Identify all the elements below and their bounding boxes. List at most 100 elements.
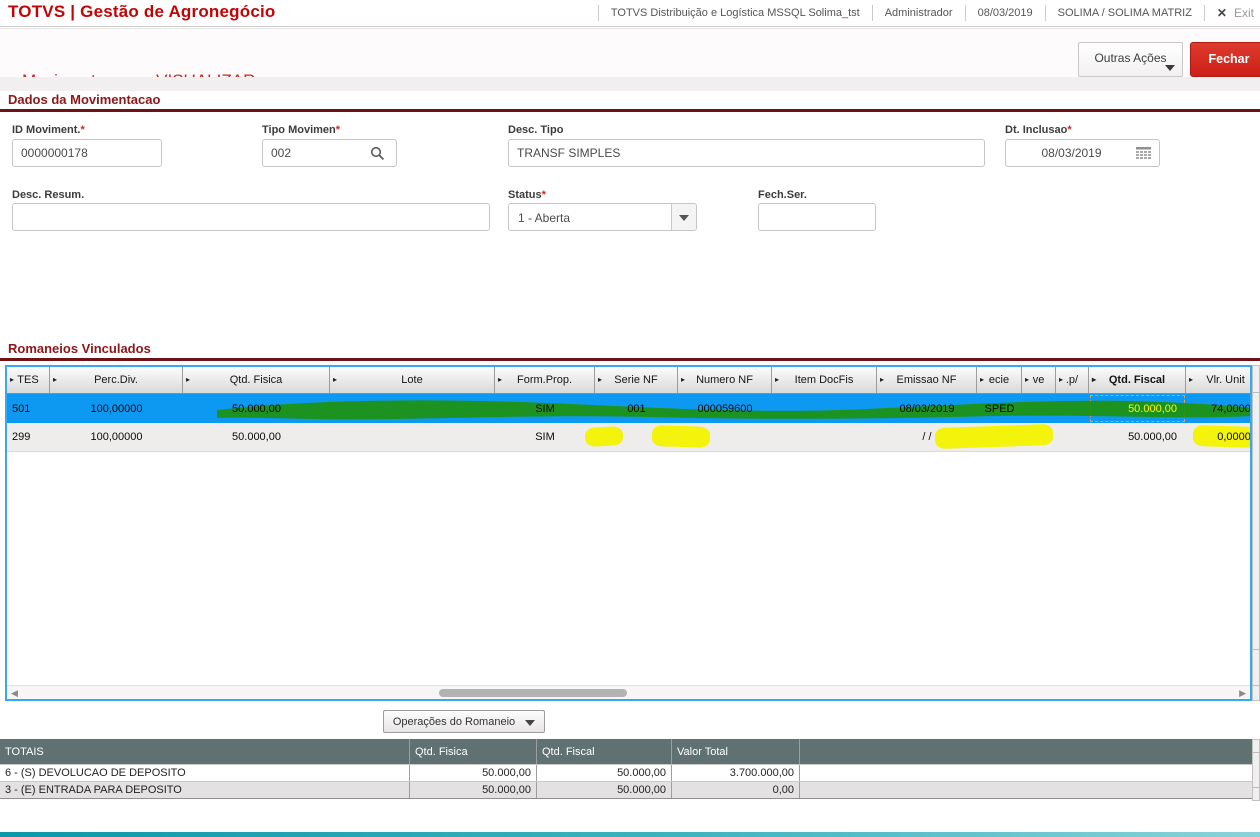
column-arrow-icon: ▸	[880, 375, 885, 384]
grid-cell[interactable]: SIM	[495, 423, 595, 451]
grid-cell[interactable]: 100,00000	[50, 423, 183, 451]
grid-cell[interactable]	[1022, 394, 1056, 423]
grid-column-header[interactable]: ▸ Form.Prop.	[495, 367, 595, 394]
grid-cell[interactable]: 50.000,00	[183, 423, 330, 451]
grid-column-label: Item DocFis	[794, 374, 854, 386]
grid-vertical-scrollbar[interactable]	[1252, 365, 1260, 701]
grid-cell[interactable]: 100,00000	[50, 394, 183, 423]
grid-cell-value: 100,00000	[90, 431, 143, 443]
scroll-left-arrow[interactable]: ◀	[11, 688, 18, 698]
grid-cell[interactable]: 299	[7, 423, 50, 451]
grid-column-header[interactable]: ▸ .p/	[1056, 367, 1089, 394]
bottom-accent-bar	[0, 832, 1260, 837]
grid-cell[interactable]: 08/03/2019	[877, 394, 977, 423]
id-moviment-field[interactable]	[12, 139, 162, 167]
grid-column-header[interactable]: ▸ Vlr. Unit	[1186, 367, 1250, 394]
grid-cell-value: / /	[922, 431, 932, 443]
totals-body: 6 - (S) DEVOLUCAO DE DEPOSITO 50.000,00 50…	[0, 764, 1253, 798]
section-rule	[0, 358, 1260, 361]
close-button[interactable]: Fechar	[1190, 42, 1260, 77]
grid-cell[interactable]	[1056, 394, 1089, 423]
grid-column-header[interactable]: ▸ ecie	[977, 367, 1022, 394]
exit-label: Exit	[1233, 6, 1254, 20]
grid-cell-value: 299	[12, 431, 31, 443]
grid-cell[interactable]	[1022, 423, 1056, 451]
totals-row[interactable]: 3 - (E) ENTRADA PARA DEPOSITO 50.000,00 50…	[0, 781, 1253, 798]
column-arrow-icon: ▸	[186, 375, 191, 384]
grid-column-label: Qtd. Fisica	[229, 374, 283, 386]
tipo-movimen-field[interactable]	[262, 139, 397, 167]
totals-cell: 50.000,00	[537, 765, 672, 781]
column-arrow-icon: ▸	[333, 375, 338, 384]
totals-row[interactable]: 6 - (S) DEVOLUCAO DE DEPOSITO 50.000,00 50…	[0, 764, 1253, 781]
romaneio-operations-button[interactable]: Operações do Romaneio	[383, 710, 545, 733]
grid-column-header[interactable]: ▸ Perc.Div.	[50, 367, 183, 394]
grid-cell-value: 50.000,00	[232, 402, 281, 415]
grid-cell[interactable]: 001	[595, 394, 678, 423]
grid-cell[interactable]: / /	[877, 423, 977, 451]
grid-column-header[interactable]: ▸ Lote	[330, 367, 495, 394]
grid-cell[interactable]: SPED	[977, 394, 1022, 423]
grid-cell[interactable]: 50.000,00	[1089, 423, 1186, 451]
totals-cell: 6 - (S) DEVOLUCAO DE DEPOSITO	[0, 765, 410, 781]
grid-cell[interactable]: 000059600	[678, 394, 772, 423]
grid-row[interactable]: 299 100,00000 50.000,00 SIM / / 50.000,00 0,00…	[7, 423, 1250, 452]
scrollbar-thumb[interactable]	[439, 689, 627, 697]
grid-cell[interactable]	[772, 423, 877, 451]
status-selected-value: 1 - Aberta	[518, 211, 571, 225]
grid-column-header[interactable]: ▸ Qtd. Fiscal	[1089, 367, 1186, 394]
status-select[interactable]: 1 - Aberta	[508, 203, 697, 231]
grid-cell[interactable]: 501	[7, 394, 50, 423]
grid-cell[interactable]	[678, 423, 772, 451]
grid-cell[interactable]	[330, 423, 495, 451]
grid-column-label: Perc.Div.	[94, 374, 138, 386]
other-actions-button[interactable]: Outras Ações	[1078, 42, 1183, 77]
required-asterisk: *	[1067, 124, 1072, 136]
grid-cell[interactable]: SIM	[495, 394, 595, 423]
horizontal-scrollbar[interactable]: ◀ ▶	[7, 685, 1250, 699]
grid-cell[interactable]	[977, 423, 1022, 451]
exit-button[interactable]: ✕ Exit	[1203, 5, 1260, 21]
desc-resum-field[interactable]	[12, 203, 490, 231]
grid-cell-value: 50.000,00	[232, 431, 281, 443]
grid-cell-value: 08/03/2019	[899, 402, 955, 415]
grid-header-row: ▸ TES ▸ Perc.Div. ▸ Qtd. Fisica ▸ Lote ▸ Form.Pro…	[7, 367, 1250, 394]
grid-column-header[interactable]: ▸ TES	[7, 367, 50, 394]
grid-cell[interactable]: 74,00000	[1186, 394, 1250, 423]
grid-column-header[interactable]: ▸ ve	[1022, 367, 1056, 394]
grid-column-header[interactable]: ▸ Qtd. Fisica	[183, 367, 330, 394]
totals-column-header: Qtd. Fiscal	[537, 739, 672, 764]
totals-vertical-scrollbar[interactable]	[1252, 739, 1260, 801]
section-title-romaneios: Romaneios Vinculados	[8, 341, 151, 356]
totals-column-header: Qtd. Fisica	[410, 739, 537, 764]
scroll-right-arrow[interactable]: ▶	[1239, 688, 1246, 698]
desc-tipo-field[interactable]	[508, 139, 985, 167]
grid-column-header[interactable]: ▸ Emissao NF	[877, 367, 977, 394]
grid-cell-value: 0,00000	[1217, 431, 1251, 443]
grid-column-header[interactable]: ▸ Serie NF	[595, 367, 678, 394]
close-icon: ✕	[1216, 6, 1227, 20]
totals-cell: 3.700.000,00	[672, 765, 800, 781]
status-dropdown-button[interactable]	[671, 204, 696, 230]
grid-cell[interactable]	[772, 394, 877, 423]
grid-cell[interactable]: 50.000,00	[1089, 394, 1186, 423]
grid-cell-value: SPED	[984, 402, 1015, 415]
grid-column-header[interactable]: ▸ Numero NF	[678, 367, 772, 394]
totals-cell: 3 - (E) ENTRADA PARA DEPOSITO	[0, 782, 410, 798]
grid-cell[interactable]	[1056, 423, 1089, 451]
grid-row[interactable]: 501 100,00000 50.000,00 SIM 001 000059600 08/0…	[7, 394, 1250, 423]
grid-cell[interactable]: 50.000,00	[183, 394, 330, 423]
fech-ser-field[interactable]	[758, 203, 876, 231]
search-icon[interactable]	[370, 139, 385, 167]
grid-cell[interactable]: 0,00000	[1186, 423, 1251, 451]
column-arrow-icon: ▸	[1189, 375, 1194, 384]
dt-inclusao-field[interactable]	[1005, 139, 1160, 167]
grid-column-header[interactable]: ▸ Item DocFis	[772, 367, 877, 394]
column-arrow-icon: ▸	[10, 375, 15, 384]
grid-cell[interactable]	[595, 423, 678, 451]
top-application-bar: TOTVS | Gestão de Agronegócio TOTVS Dist…	[0, 0, 1260, 27]
calendar-icon[interactable]	[1136, 139, 1151, 167]
totals-cell	[800, 765, 1253, 781]
grid-column-label: .p/	[1065, 374, 1079, 386]
grid-cell[interactable]	[330, 394, 495, 423]
